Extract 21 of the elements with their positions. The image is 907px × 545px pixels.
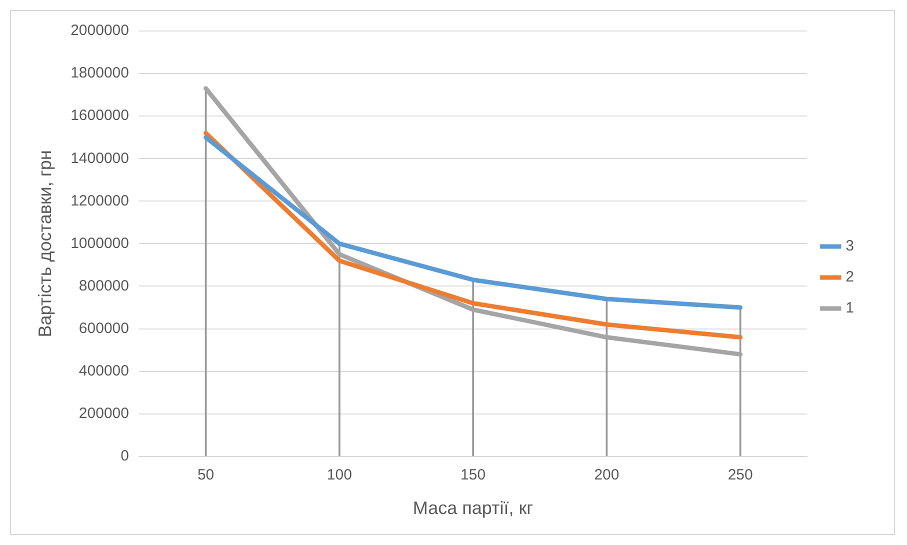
y-tick-label: 600000	[78, 320, 129, 337]
legend-label: 1	[846, 300, 854, 317]
x-tick-label: 150	[460, 466, 486, 484]
y-tick-label: 200000	[78, 405, 129, 422]
x-tick-label: 100	[326, 466, 352, 484]
y-axis-title: Вартість доставки, грн	[34, 150, 55, 338]
legend-label: 3	[846, 238, 854, 255]
y-tick-label: 1400000	[70, 150, 129, 167]
y-tick-label: 400000	[78, 362, 129, 380]
y-tick-label: 800000	[78, 277, 129, 294]
y-tick-label: 1000000	[70, 234, 129, 252]
y-tick-label: 1200000	[70, 192, 129, 210]
x-tick-label: 200	[594, 466, 620, 484]
x-tick-label: 50	[197, 466, 214, 484]
y-tick-label: 1800000	[70, 64, 129, 82]
y-tick-label: 1600000	[70, 107, 129, 124]
x-tick-label: 250	[728, 466, 753, 484]
legend-label: 2	[846, 268, 854, 286]
x-axis-title: Маса партії, кг	[412, 498, 534, 518]
y-tick-label: 2000000	[70, 22, 129, 40]
y-tick-label: 0	[120, 448, 129, 465]
